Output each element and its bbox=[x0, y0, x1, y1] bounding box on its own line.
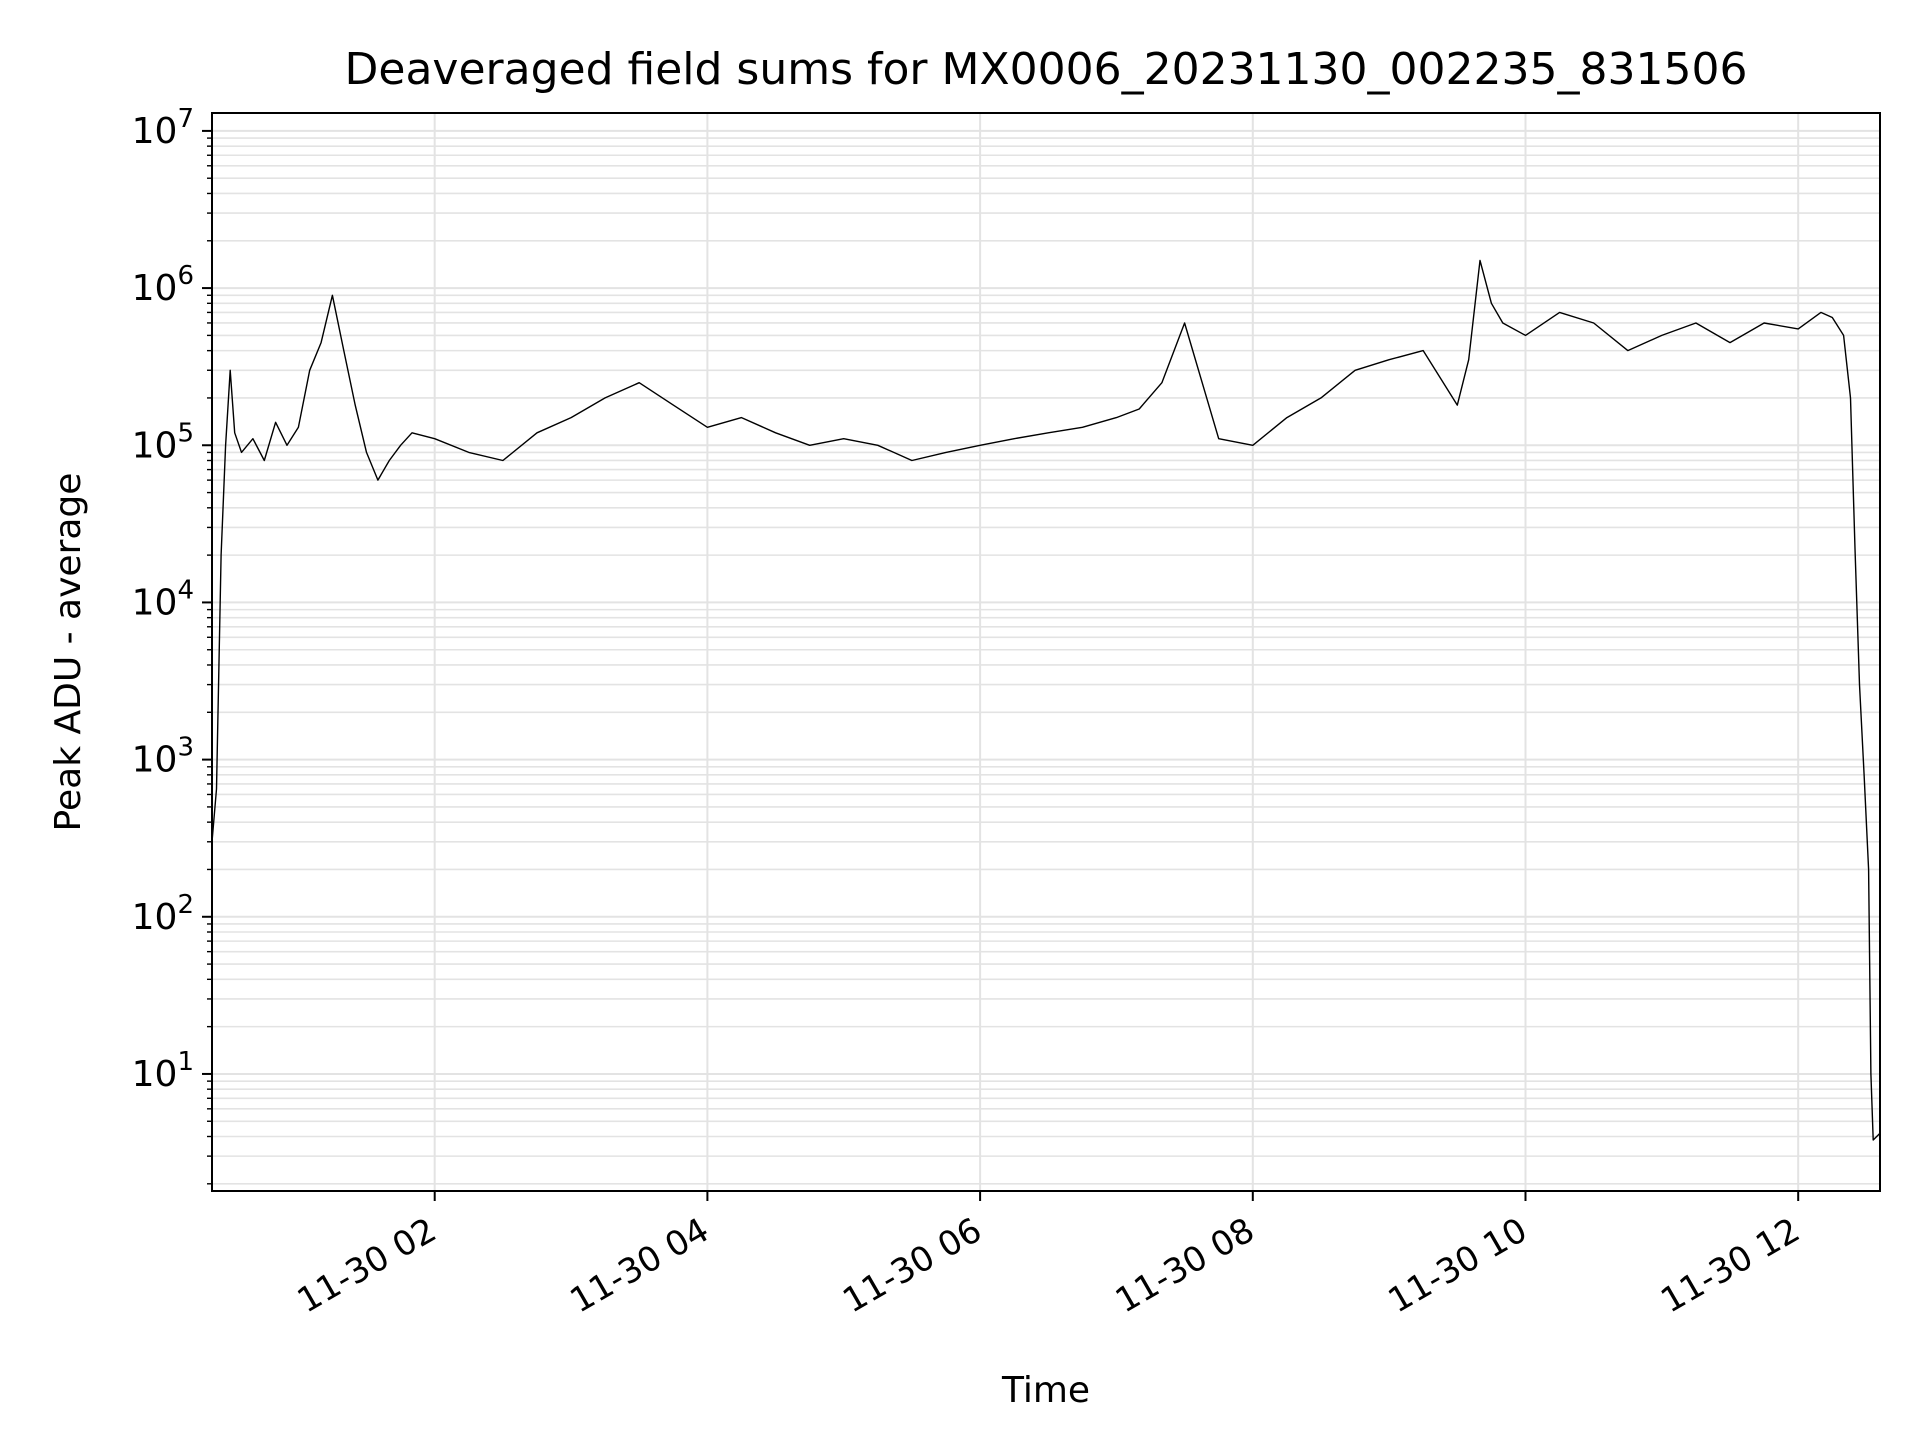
x-tick-label: 11-30 04 bbox=[564, 1210, 716, 1321]
x-axis: 11-30 02 11-30 04 11-30 06 11-30 08 11-30 10… bbox=[291, 1191, 1807, 1321]
y-axis: 101 102 103 104 105 106 107 bbox=[132, 104, 212, 1185]
y-tick-label: 104 bbox=[132, 575, 194, 623]
y-tick-label: 107 bbox=[132, 104, 194, 152]
x-tick-label: 11-30 10 bbox=[1382, 1210, 1534, 1321]
chart-title: Deaveraged field sums for MX0006_2023113… bbox=[345, 44, 1748, 95]
x-tick-label: 11-30 06 bbox=[836, 1210, 988, 1321]
y-tick-label: 106 bbox=[132, 261, 194, 309]
y-tick-label: 103 bbox=[132, 733, 194, 781]
x-tick-label: 11-30 08 bbox=[1109, 1210, 1261, 1321]
x-tick-label: 11-30 02 bbox=[291, 1210, 443, 1321]
y-axis-label: Peak ADU - average bbox=[48, 473, 89, 832]
grid-lines bbox=[212, 113, 1880, 1191]
y-tick-label: 105 bbox=[132, 418, 194, 466]
plot-frame bbox=[211, 112, 1881, 1192]
x-axis-label: Time bbox=[1001, 1370, 1090, 1411]
series-line bbox=[211, 259, 1881, 1141]
y-tick-label: 101 bbox=[132, 1047, 194, 1095]
y-tick-label: 102 bbox=[132, 890, 194, 938]
x-tick-label: 11-30 12 bbox=[1654, 1210, 1806, 1321]
